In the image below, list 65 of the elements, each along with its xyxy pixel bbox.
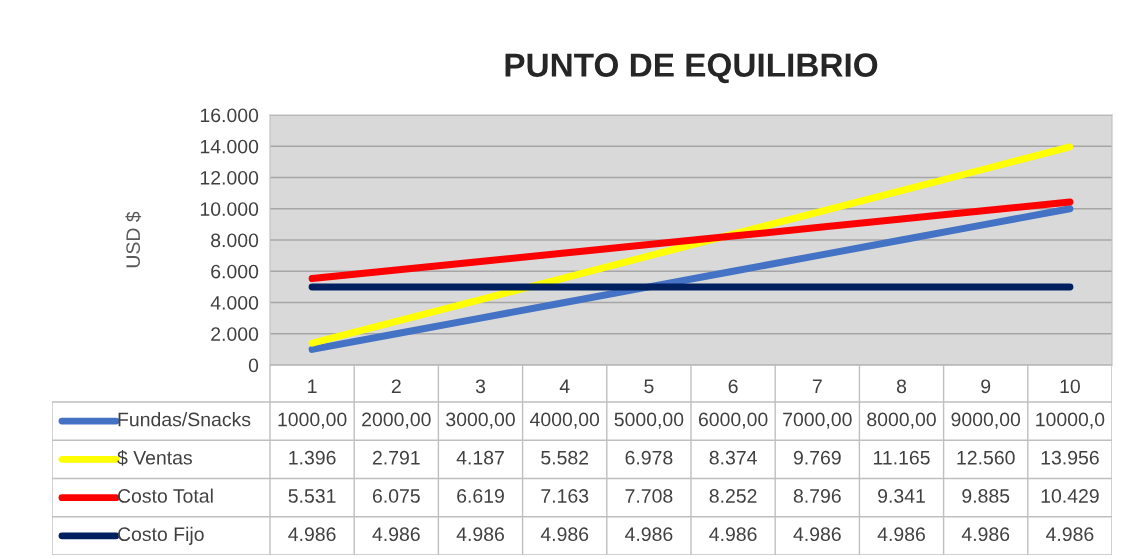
y-tick-label: 0 bbox=[248, 358, 259, 373]
x-tick-label: 2 bbox=[391, 379, 401, 393]
data-label: 2.791 bbox=[372, 450, 420, 465]
x-tick-label: 4 bbox=[559, 379, 570, 393]
data-label: 3000,00 bbox=[446, 412, 515, 429]
y-tick-label: 12.000 bbox=[200, 170, 259, 185]
legend-label: Costo Fijo bbox=[117, 526, 204, 545]
data-label: 4.986 bbox=[877, 527, 925, 542]
y-tick-label: 10.000 bbox=[200, 202, 259, 216]
data-label: 4.986 bbox=[961, 527, 1010, 542]
data-label: 4.187 bbox=[456, 450, 504, 465]
x-tick-label: 5 bbox=[644, 379, 654, 394]
x-tick-label: 3 bbox=[475, 379, 486, 394]
data-label: 7.708 bbox=[625, 489, 673, 503]
data-label: 4000,00 bbox=[530, 412, 600, 429]
legend-label: Costo Total bbox=[117, 488, 213, 503]
data-label: 1.396 bbox=[289, 450, 336, 465]
data-label: 7000,00 bbox=[783, 412, 852, 429]
data-label: 5.582 bbox=[541, 450, 589, 465]
data-label: 4.986 bbox=[456, 527, 504, 542]
data-label: 6.619 bbox=[457, 489, 504, 503]
data-label: 8.252 bbox=[709, 489, 757, 503]
data-label: 9000,00 bbox=[951, 412, 1021, 429]
data-label: 8000,00 bbox=[867, 412, 936, 429]
y-tick-label: 6.000 bbox=[211, 264, 259, 279]
data-label: 5.531 bbox=[288, 489, 336, 503]
data-label: 5000,00 bbox=[614, 412, 684, 429]
x-tick-label: 1 bbox=[308, 379, 317, 393]
data-label: 9.769 bbox=[793, 450, 841, 465]
x-tick-label: 7 bbox=[812, 379, 822, 393]
legend-label: Fundas/Snacks bbox=[118, 412, 251, 427]
data-label: 4.986 bbox=[288, 527, 336, 542]
data-label: 2000,00 bbox=[362, 412, 431, 429]
data-label: 10000,0 bbox=[1036, 412, 1105, 429]
data-label: 6000,00 bbox=[698, 412, 768, 429]
x-tick-label: 10 bbox=[1060, 379, 1080, 394]
data-label: 1000,00 bbox=[278, 412, 347, 429]
data-label: 6.075 bbox=[372, 489, 420, 503]
data-label: 9.885 bbox=[962, 489, 1010, 503]
y-tick-label: 14.000 bbox=[200, 139, 259, 154]
y-tick-label: 4.000 bbox=[210, 295, 259, 310]
x-tick-label: 6 bbox=[728, 379, 738, 394]
data-label: 4.986 bbox=[709, 527, 757, 542]
y-axis-title: USD $ bbox=[125, 211, 142, 268]
y-tick-label: 8.000 bbox=[211, 233, 259, 248]
data-label: 11.165 bbox=[873, 450, 930, 465]
legend-label: $ Ventas bbox=[117, 450, 192, 466]
data-label: 4.986 bbox=[1046, 527, 1094, 542]
data-label: 8.374 bbox=[709, 450, 757, 465]
data-label: 4.986 bbox=[625, 527, 673, 542]
data-label: 4.986 bbox=[540, 527, 589, 542]
x-tick-label: 8 bbox=[896, 379, 907, 394]
data-label: 8.796 bbox=[793, 489, 841, 503]
data-label: 7.163 bbox=[541, 489, 589, 503]
data-label: 10.429 bbox=[1041, 489, 1099, 503]
data-label: 12.560 bbox=[957, 450, 1015, 465]
data-label: 4.986 bbox=[793, 527, 841, 542]
x-tick-label: 9 bbox=[981, 379, 991, 394]
data-label: 13.956 bbox=[1041, 450, 1099, 465]
chart-title: PUNTO DE EQUILIBRIO bbox=[505, 53, 878, 84]
data-label: 9.341 bbox=[878, 489, 925, 503]
data-label: 6.978 bbox=[625, 450, 673, 465]
y-tick-label: 16.000 bbox=[200, 108, 259, 123]
data-label: 4.986 bbox=[372, 527, 420, 542]
y-tick-label: 2.000 bbox=[211, 327, 259, 341]
